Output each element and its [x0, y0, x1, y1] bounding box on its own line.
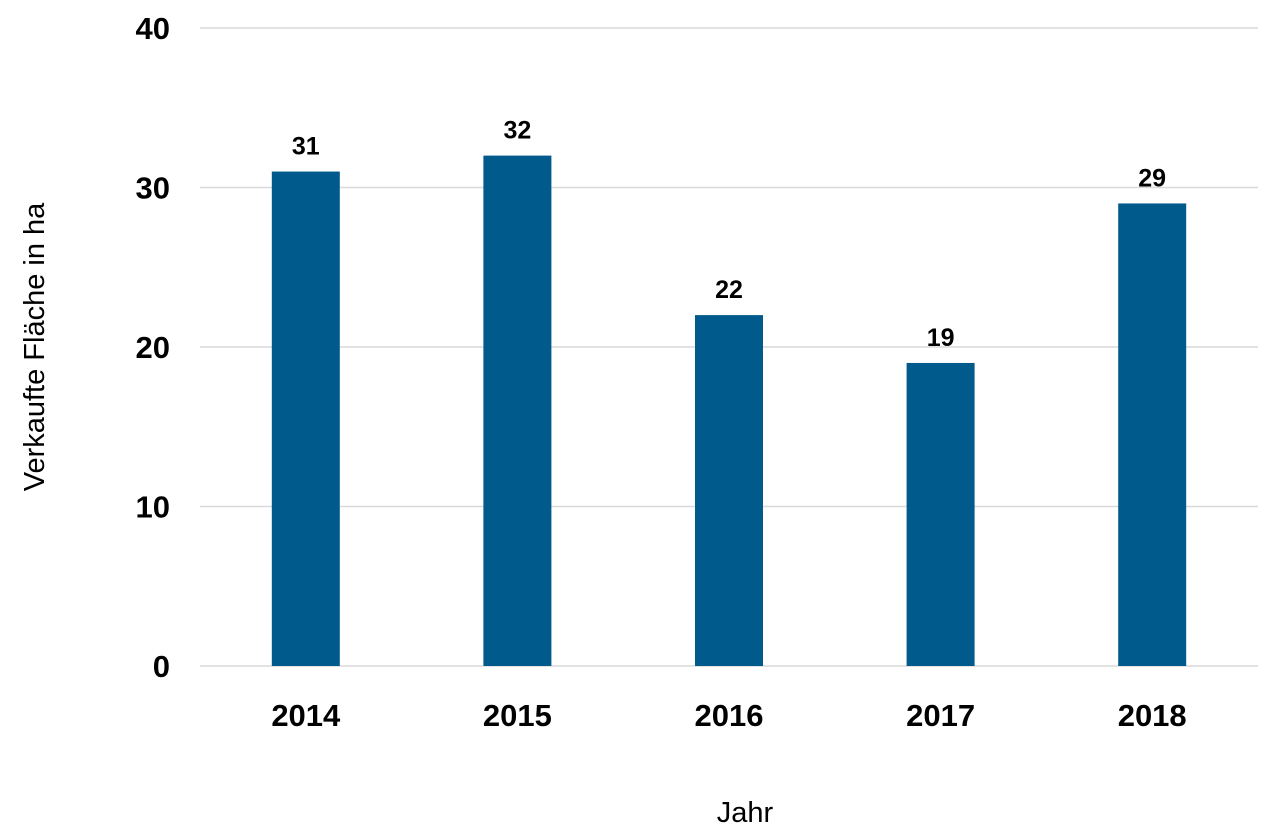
data-label-2018: 29 [1138, 164, 1166, 192]
y-tick-label: 20 [136, 330, 170, 365]
data-label-2017: 19 [927, 324, 955, 352]
data-label-2016: 22 [715, 276, 743, 304]
y-tick-label: 0 [153, 649, 170, 684]
bar-2015 [483, 155, 552, 666]
x-tick-label: 2018 [1118, 698, 1187, 733]
y-axis-tick-labels: 0 10 20 30 40 [136, 11, 170, 684]
bars [271, 155, 1187, 667]
bar-2017 [906, 362, 975, 666]
bar-2018 [1118, 203, 1187, 666]
x-tick-label: 2015 [483, 698, 552, 733]
bar-2014 [271, 171, 340, 667]
x-tick-label: 2016 [695, 698, 764, 733]
data-label-2014: 31 [292, 133, 320, 161]
x-tick-label: 2014 [271, 698, 341, 733]
bar-2016 [695, 315, 763, 666]
y-tick-label: 10 [136, 490, 170, 525]
data-label-2015: 32 [503, 117, 531, 145]
data-labels: 31 32 22 19 29 [292, 117, 1166, 352]
y-tick-label: 40 [136, 11, 170, 46]
y-axis-title: Verkaufte Fläche in ha [19, 202, 51, 491]
x-tick-label: 2017 [906, 698, 975, 733]
x-axis-tick-labels: 2014 2015 2016 2017 2018 [271, 698, 1186, 733]
y-tick-label: 30 [136, 171, 170, 206]
x-axis-title: Jahr [717, 797, 774, 829]
